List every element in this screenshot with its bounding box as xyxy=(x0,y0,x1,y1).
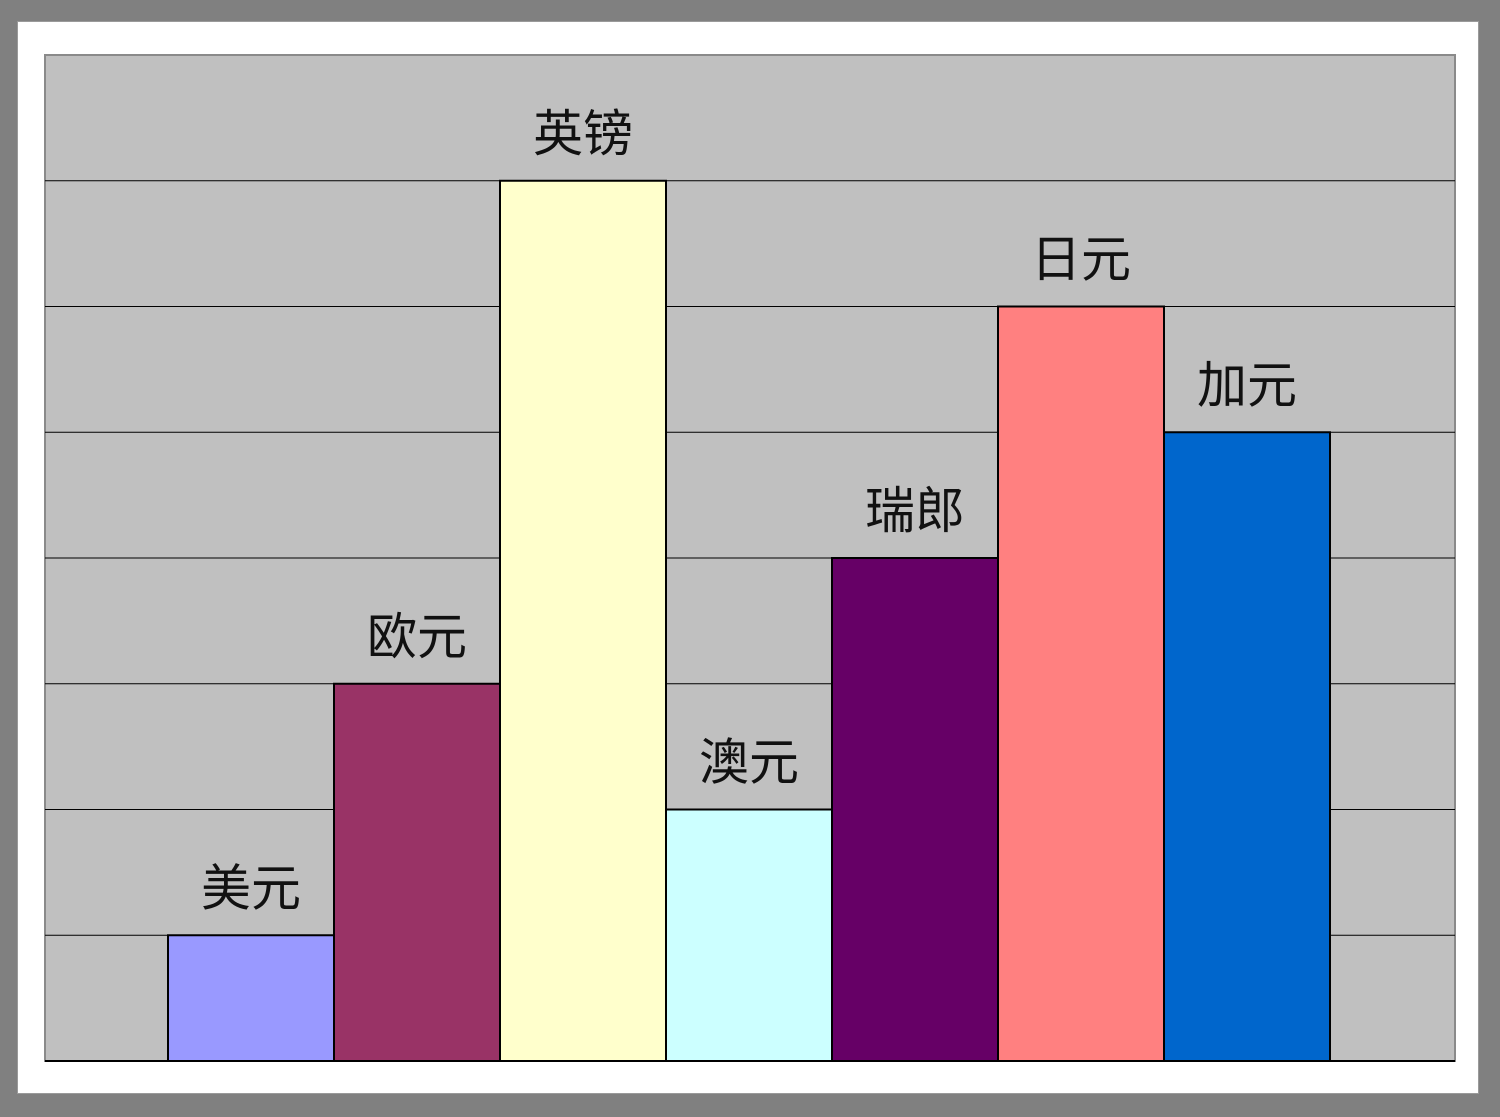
bar-label: 加元 xyxy=(1197,356,1297,414)
bar-label: 美元 xyxy=(201,859,301,917)
bar xyxy=(167,934,335,1062)
bar xyxy=(997,305,1165,1062)
bar-label: 欧元 xyxy=(367,608,467,666)
bar xyxy=(499,179,667,1062)
bars xyxy=(167,179,1331,1062)
bar xyxy=(1163,431,1331,1062)
bar-label: 瑞郎 xyxy=(865,482,965,540)
bar xyxy=(665,808,833,1062)
bar-label: 日元 xyxy=(1031,231,1131,289)
bar-label: 澳元 xyxy=(699,734,799,792)
bar-label: 英镑 xyxy=(533,105,633,163)
bar xyxy=(831,557,999,1062)
bar xyxy=(333,682,501,1062)
